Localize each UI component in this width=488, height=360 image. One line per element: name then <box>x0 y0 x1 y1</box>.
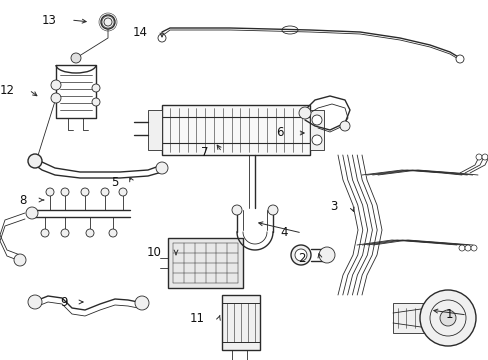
Circle shape <box>92 84 100 92</box>
Text: 1: 1 <box>445 309 452 321</box>
Text: 11: 11 <box>190 311 204 324</box>
Circle shape <box>26 207 38 219</box>
Circle shape <box>419 290 475 346</box>
Bar <box>148 110 162 150</box>
Text: 7: 7 <box>200 145 207 158</box>
Circle shape <box>158 34 165 42</box>
Text: 4: 4 <box>280 226 287 239</box>
Circle shape <box>464 245 470 251</box>
Circle shape <box>92 98 100 106</box>
Text: 8: 8 <box>20 194 27 207</box>
Bar <box>168 238 243 288</box>
Bar <box>222 295 260 350</box>
Circle shape <box>311 115 321 125</box>
Circle shape <box>51 93 61 103</box>
Circle shape <box>290 245 310 265</box>
Circle shape <box>28 154 42 168</box>
Circle shape <box>294 249 306 261</box>
Ellipse shape <box>282 26 297 34</box>
Text: 13: 13 <box>42 13 57 27</box>
Circle shape <box>429 300 465 336</box>
Circle shape <box>475 154 481 160</box>
Bar <box>162 105 309 155</box>
Bar <box>309 110 324 150</box>
Bar <box>392 303 427 333</box>
Text: 12: 12 <box>0 84 15 96</box>
Text: 9: 9 <box>61 296 68 309</box>
Circle shape <box>231 205 242 215</box>
Circle shape <box>119 188 127 196</box>
Circle shape <box>104 18 112 26</box>
Circle shape <box>86 229 94 237</box>
Circle shape <box>61 188 69 196</box>
Text: 14: 14 <box>133 27 148 40</box>
Circle shape <box>81 188 89 196</box>
Circle shape <box>318 247 334 263</box>
Circle shape <box>135 296 149 310</box>
Circle shape <box>101 15 115 29</box>
Circle shape <box>46 188 54 196</box>
Circle shape <box>71 53 81 63</box>
Circle shape <box>339 121 349 131</box>
Circle shape <box>101 188 109 196</box>
Circle shape <box>267 205 278 215</box>
Circle shape <box>51 80 61 90</box>
Circle shape <box>109 229 117 237</box>
Bar <box>101 20 105 24</box>
Circle shape <box>458 245 464 251</box>
Text: 6: 6 <box>276 126 284 139</box>
Circle shape <box>487 154 488 160</box>
Circle shape <box>14 254 26 266</box>
Circle shape <box>311 135 321 145</box>
Circle shape <box>298 107 310 119</box>
Circle shape <box>481 154 487 160</box>
Circle shape <box>28 295 42 309</box>
Text: 3: 3 <box>330 201 337 213</box>
Circle shape <box>455 55 463 63</box>
Circle shape <box>439 310 455 326</box>
Circle shape <box>41 229 49 237</box>
Text: 2: 2 <box>298 252 305 265</box>
Circle shape <box>470 245 476 251</box>
Circle shape <box>156 162 168 174</box>
Text: 5: 5 <box>110 175 118 189</box>
Circle shape <box>61 229 69 237</box>
Text: 10: 10 <box>147 246 162 258</box>
